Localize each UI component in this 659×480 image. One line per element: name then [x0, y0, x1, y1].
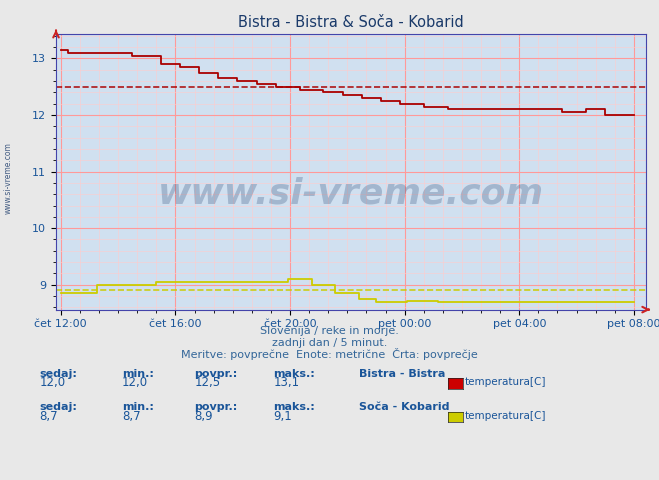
Text: povpr.:: povpr.: [194, 369, 238, 379]
Text: Bistra - Bistra: Bistra - Bistra [359, 369, 445, 379]
Text: 8,7: 8,7 [40, 410, 58, 423]
Text: www.si-vreme.com: www.si-vreme.com [158, 177, 544, 211]
Text: 9,1: 9,1 [273, 410, 292, 423]
Text: temperatura[C]: temperatura[C] [465, 410, 546, 420]
Text: povpr.:: povpr.: [194, 402, 238, 412]
Text: zadnji dan / 5 minut.: zadnji dan / 5 minut. [272, 337, 387, 348]
Text: www.si-vreme.com: www.si-vreme.com [3, 142, 13, 214]
Title: Bistra - Bistra & Soča - Kobarid: Bistra - Bistra & Soča - Kobarid [238, 15, 464, 30]
Text: 12,5: 12,5 [194, 376, 221, 389]
Text: maks.:: maks.: [273, 369, 315, 379]
Text: maks.:: maks.: [273, 402, 315, 412]
Text: min.:: min.: [122, 369, 154, 379]
Text: sedaj:: sedaj: [40, 402, 77, 412]
Text: 13,1: 13,1 [273, 376, 300, 389]
Text: sedaj:: sedaj: [40, 369, 77, 379]
Text: 12,0: 12,0 [122, 376, 148, 389]
Text: temperatura[C]: temperatura[C] [465, 377, 546, 387]
Text: Meritve: povprečne  Enote: metrične  Črta: povprečje: Meritve: povprečne Enote: metrične Črta:… [181, 348, 478, 360]
Text: 12,0: 12,0 [40, 376, 66, 389]
Text: min.:: min.: [122, 402, 154, 412]
Text: 8,7: 8,7 [122, 410, 140, 423]
Text: Slovenija / reke in morje.: Slovenija / reke in morje. [260, 325, 399, 336]
Text: Soča - Kobarid: Soča - Kobarid [359, 402, 449, 412]
Text: 8,9: 8,9 [194, 410, 213, 423]
